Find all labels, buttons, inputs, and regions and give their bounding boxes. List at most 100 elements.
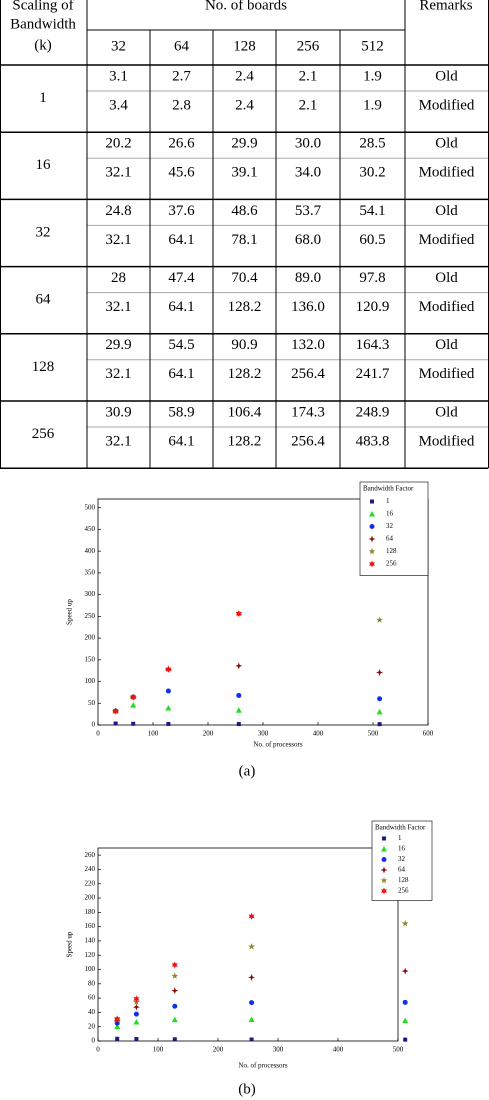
legend-label: 256 [398, 887, 409, 895]
point [131, 721, 136, 726]
x-tick-label: 300 [258, 730, 269, 738]
row-header: 32 [36, 224, 51, 240]
point [166, 721, 171, 726]
cell: 30.9 [105, 404, 131, 420]
cell: 78.1 [231, 232, 257, 248]
y-tick-label: 180 [85, 908, 96, 916]
point [376, 708, 383, 715]
header-cell: 256 [297, 38, 320, 54]
cell: 128.2 [228, 299, 262, 315]
caption: (a) [239, 763, 256, 779]
cell: 32.1 [105, 299, 131, 315]
cell: 28.5 [359, 136, 385, 152]
cell: 3.1 [109, 68, 128, 84]
y-tick-label: 60 [88, 994, 96, 1002]
cell: 28 [111, 270, 126, 286]
header-cell: 512 [361, 38, 384, 54]
y-tick-label: 400 [85, 547, 96, 555]
cell: 24.8 [105, 203, 131, 219]
point [402, 999, 408, 1005]
point [112, 707, 119, 715]
point [171, 972, 179, 979]
cell: 58.9 [168, 404, 194, 420]
point [171, 1016, 178, 1023]
cell: 48.6 [231, 203, 258, 219]
cell: 47.4 [168, 270, 195, 286]
header-cell: Remarks [419, 0, 472, 13]
cell: 60.5 [359, 232, 385, 248]
cell: 64.1 [168, 433, 194, 449]
legend-label: 64 [386, 535, 394, 543]
header-cell: 128 [233, 38, 256, 54]
point [172, 1003, 178, 1009]
point [165, 688, 171, 694]
legend-label: 128 [386, 547, 397, 555]
cell: Modified [419, 433, 475, 449]
point [248, 1016, 255, 1023]
legend-label: 256 [386, 560, 397, 568]
point [132, 1003, 140, 1011]
cell: 45.6 [168, 165, 195, 181]
point [165, 705, 172, 711]
cell: 120.9 [356, 299, 390, 315]
cell: 2.4 [235, 97, 254, 113]
cell: 68.0 [295, 232, 321, 248]
cell: Modified [419, 366, 475, 382]
cell: 2.1 [299, 97, 318, 113]
point [248, 973, 256, 981]
y-tick-label: 120 [85, 951, 96, 959]
cell: Old [435, 203, 458, 219]
legend-label: 16 [386, 510, 394, 518]
cell: 256.4 [291, 433, 325, 449]
cell: 26.6 [168, 136, 195, 152]
y-tick-label: 140 [85, 937, 96, 945]
cell: Old [435, 68, 458, 84]
cell: 241.7 [356, 366, 390, 382]
legend-marker [381, 846, 387, 852]
row-header: 1 [39, 90, 47, 106]
plot-frame [97, 847, 399, 1042]
cell: 89.0 [295, 270, 321, 286]
cell: 32.1 [105, 232, 131, 248]
y-tick-label: 80 [88, 979, 96, 987]
point [236, 692, 242, 698]
point [115, 1036, 120, 1041]
cell: 64.1 [168, 232, 194, 248]
header-cell: No. of boards [205, 0, 287, 13]
point [133, 1018, 140, 1025]
point [236, 722, 241, 727]
y-tick-label: 200 [85, 634, 96, 642]
point [235, 662, 243, 670]
legend-label: 16 [398, 845, 406, 853]
legend-marker [382, 836, 386, 841]
cell: 2.8 [172, 97, 191, 113]
point [249, 1037, 254, 1042]
header-cell: Bandwidth [10, 16, 76, 32]
cell: 2.7 [172, 68, 191, 84]
row-header: 64 [36, 292, 52, 308]
cell: 164.3 [356, 337, 390, 353]
legend-marker [381, 857, 387, 862]
y-tick-label: 100 [85, 677, 96, 685]
row-header: 256 [32, 426, 55, 442]
x-tick-label: 0 [96, 1046, 100, 1054]
cell: 2.4 [235, 68, 254, 84]
legend-label: 64 [398, 866, 406, 874]
cell: 34.0 [295, 165, 321, 181]
point [171, 987, 179, 995]
point [248, 943, 255, 950]
point [377, 696, 383, 702]
legend-marker [380, 887, 388, 895]
x-tick-label: 300 [273, 1046, 284, 1054]
legend-marker [368, 548, 376, 555]
point [130, 702, 137, 708]
cell: 20.2 [105, 136, 131, 152]
x-tick-label: 500 [393, 1046, 404, 1054]
cell: Old [435, 136, 458, 152]
legend-label: 32 [398, 855, 406, 863]
point [114, 1015, 121, 1023]
cell: 32.1 [105, 165, 131, 181]
point [114, 1023, 121, 1030]
cell: Modified [419, 232, 475, 248]
header-cell: 32 [111, 38, 126, 54]
